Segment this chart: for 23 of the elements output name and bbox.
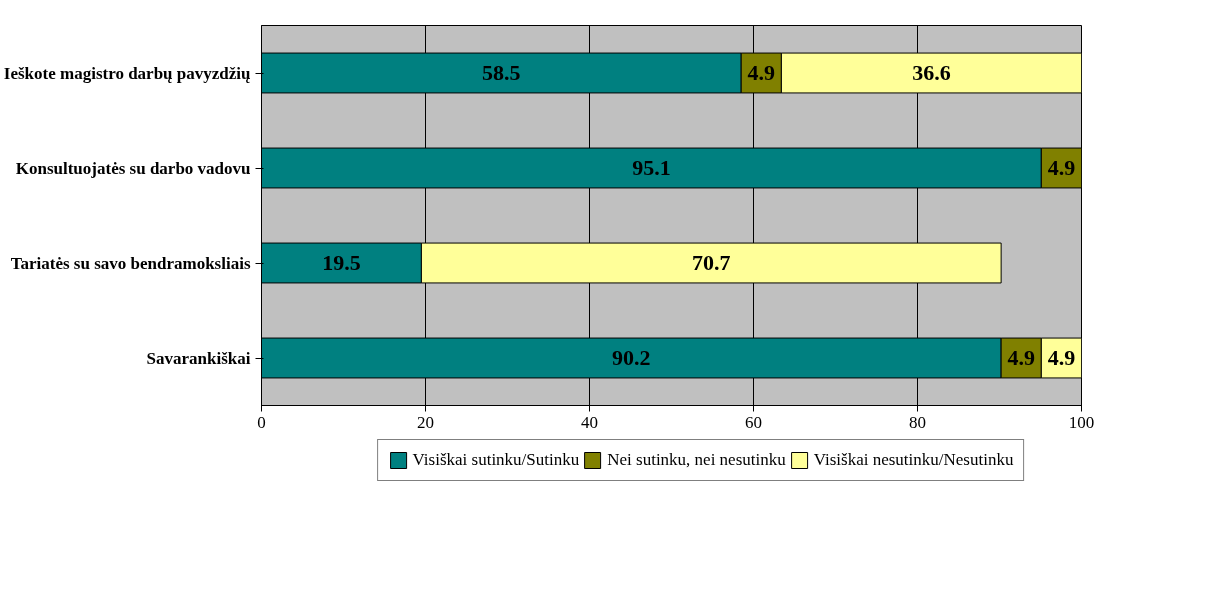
x-tick-label: 60 xyxy=(745,412,762,432)
data-label: 4.9 xyxy=(1047,345,1076,370)
legend-label: Nei sutinku, nei nesutinku xyxy=(607,450,786,470)
x-tick-label: 20 xyxy=(417,412,434,432)
x-tick-label: 100 xyxy=(1068,412,1095,432)
legend-label: Visiškai sutinku/Sutinku xyxy=(412,450,580,470)
x-tick-label: 80 xyxy=(909,412,926,432)
data-label: 90.2 xyxy=(612,345,651,370)
data-label: 4.9 xyxy=(1047,155,1076,180)
legend-label: Visiškai nesutinku/Nesutinku xyxy=(813,450,1014,470)
data-label: 4.9 xyxy=(1007,345,1035,370)
x-tick-label: 40 xyxy=(581,412,598,432)
data-label: 58.5 xyxy=(482,60,521,85)
y-tick-label: Savarankiškai xyxy=(146,348,251,368)
y-tick-label: Tariatės su savo bendramoksliais xyxy=(10,253,251,273)
y-tick-label: Konsultuojatės su darbo vadovu xyxy=(15,158,251,178)
x-tick-label: 0 xyxy=(257,412,266,432)
data-label: 70.7 xyxy=(692,250,731,275)
data-label: 36.6 xyxy=(912,60,951,85)
y-tick-label: Ieškote magistro darbų pavyzdžių xyxy=(3,63,251,83)
data-label: 19.5 xyxy=(322,250,361,275)
data-label: 95.1 xyxy=(632,155,671,180)
data-label: 4.9 xyxy=(747,60,776,85)
